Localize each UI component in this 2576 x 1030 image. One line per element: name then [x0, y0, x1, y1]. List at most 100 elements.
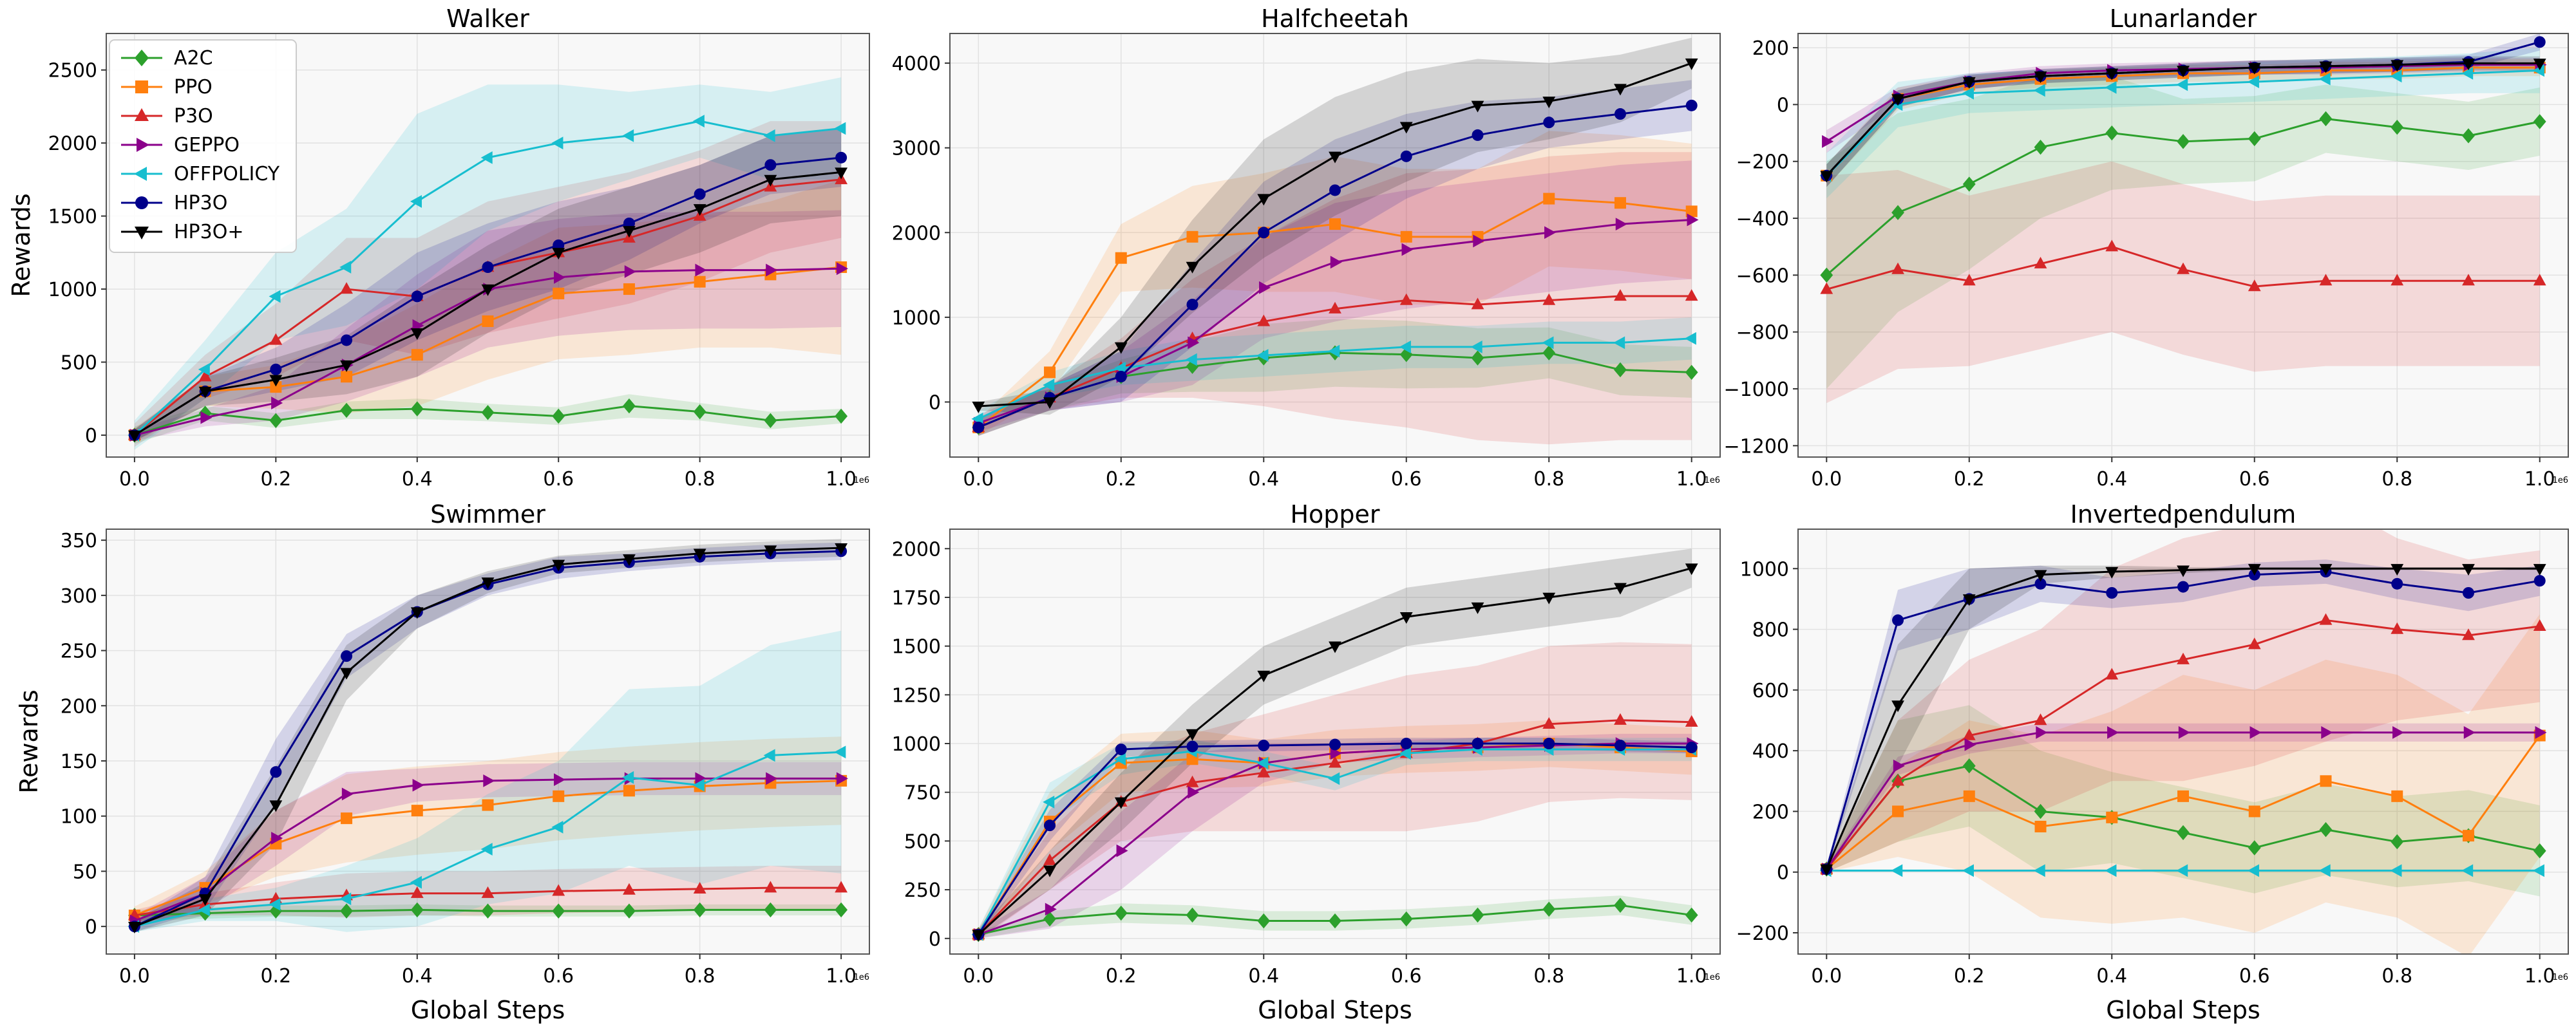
y-tick-label: 500: [904, 830, 941, 853]
point-hp3o-plus: [1257, 670, 1271, 682]
y-tick-label: 2000: [892, 222, 941, 245]
point-offpolicy: [2461, 66, 2474, 80]
point-hp3o: [1329, 184, 1341, 196]
point-hp3o: [2533, 575, 2546, 587]
point-hp3o-plus: [1186, 729, 1199, 741]
band-p3o: [134, 121, 842, 447]
point-hp3o-plus: [1614, 84, 1627, 96]
point-ppo: [1685, 205, 1698, 218]
y-tick-label: 150: [61, 751, 97, 773]
legend-marker: [135, 80, 148, 93]
panel-swimmer: 0 50 100 150 200 250 300 350 0.0 0.2 0.4 0.6 0.8 1.01…: [15, 500, 870, 1024]
point-geppo: [1188, 785, 1200, 799]
legend-label: HP3O+: [174, 221, 244, 243]
point-a2c: [623, 903, 636, 919]
point-p3o: [2177, 262, 2190, 274]
point-hp3o: [1115, 744, 1127, 756]
point-hp3o-plus: [1186, 261, 1199, 274]
point-hp3o-plus: [410, 607, 424, 619]
point-hp3o-plus: [1329, 151, 1341, 164]
legend-marker: [135, 196, 148, 209]
x-tick-label: 0.2: [1106, 468, 1137, 491]
legend-label: HP3O: [174, 192, 227, 214]
point-a2c: [1614, 362, 1627, 378]
y-tick-label: 0: [929, 391, 941, 414]
point-hp3o-plus: [1614, 583, 1627, 595]
point-hp3o: [2034, 577, 2047, 590]
x-tick-label: 0.6: [1391, 965, 1422, 988]
point-a2c: [1685, 907, 1698, 923]
x-tick-label: 0.0: [1811, 965, 1842, 988]
y-tick-label: 3000: [892, 138, 941, 160]
point-ppo: [411, 349, 423, 361]
point-a2c: [1471, 907, 1484, 923]
x-tick-label: 0.8: [1533, 468, 1564, 491]
point-hp3o-plus: [2248, 62, 2261, 75]
point-geppo: [1330, 256, 1342, 269]
point-offpolicy: [622, 129, 634, 142]
point-p3o: [2319, 274, 2333, 286]
point-p3o: [835, 881, 848, 893]
point-geppo: [1822, 135, 1834, 148]
band-hp3o: [978, 80, 1692, 436]
point-a2c: [2034, 139, 2047, 155]
point-offpolicy: [269, 897, 281, 911]
point-hp3o: [411, 290, 423, 303]
point-hp3o: [2462, 587, 2474, 599]
legend-item-offpolicy: OFFPOLICY: [121, 163, 280, 185]
point-offpolicy: [1256, 349, 1269, 362]
point-hp3o-plus: [1399, 122, 1413, 134]
point-hp3o: [1685, 99, 1698, 111]
point-hp3o: [1614, 108, 1626, 120]
point-hp3o: [2177, 581, 2189, 593]
point-a2c: [1542, 345, 1556, 360]
y-tick-label: −400: [1736, 208, 1789, 230]
y-tick-label: 800: [1752, 619, 1789, 642]
point-a2c: [552, 903, 565, 919]
band-ppo: [978, 720, 1692, 941]
x-tick-label: 0.2: [1954, 468, 1985, 491]
point-hp3o-plus: [128, 921, 141, 933]
point-offpolicy: [622, 771, 634, 784]
x-multiplier: 1e6: [2552, 973, 2568, 982]
x-multiplier: 1e6: [853, 973, 869, 982]
y-tick-label: 400: [1752, 740, 1789, 763]
point-offpolicy: [410, 195, 422, 208]
point-hp3o: [1186, 740, 1198, 753]
x-tick-label: 0.0: [119, 965, 150, 988]
point-p3o: [2391, 622, 2404, 634]
y-tick-label: 600: [1752, 680, 1789, 702]
y-tick-label: 100: [61, 806, 97, 829]
point-hp3o-plus: [198, 386, 212, 398]
point-a2c: [1820, 267, 1833, 283]
point-a2c: [1329, 913, 1341, 929]
point-hp3o: [1186, 299, 1198, 311]
point-offpolicy: [1043, 379, 1055, 392]
point-p3o: [2462, 274, 2475, 286]
point-a2c: [1685, 364, 1698, 380]
point-geppo: [766, 772, 778, 785]
x-tick-label: 1.0: [2524, 468, 2555, 491]
legend-frame: [109, 39, 297, 253]
y-tick-label: −600: [1736, 265, 1789, 287]
point-a2c: [2177, 825, 2190, 841]
point-p3o: [623, 883, 636, 895]
plot-area: [1798, 529, 2568, 954]
panel-title: Invertedpendulum: [2070, 500, 2297, 529]
point-offpolicy: [763, 129, 775, 142]
point-p3o: [1399, 293, 1413, 305]
x-multiplier: 1e6: [2552, 476, 2568, 485]
x-axis-label: Global Steps: [411, 996, 565, 1024]
point-p3o: [1542, 716, 1556, 729]
point-hp3o: [1329, 738, 1341, 751]
x-tick-label: 0.0: [963, 468, 994, 491]
x-tick-label: 0.6: [543, 965, 574, 988]
legend-item-hp3o: HP3O: [121, 192, 227, 214]
point-hp3o-plus: [1471, 602, 1484, 614]
point-geppo: [1401, 243, 1414, 256]
point-hp3o: [341, 334, 353, 346]
point-hp3o: [1258, 227, 1270, 239]
x-tick-label: 0.4: [402, 965, 433, 988]
point-hp3o-plus: [2105, 566, 2119, 579]
point-hp3o-plus: [972, 401, 985, 413]
